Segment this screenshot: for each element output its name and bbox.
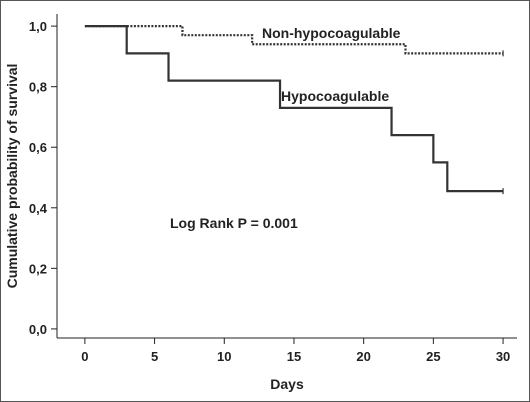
y-tick-label: 0,0 <box>29 322 47 337</box>
y-ticks: 0,0 0,2 0,4 0,6 0,8 1,0 <box>29 19 57 337</box>
y-tick-label: 1,0 <box>29 19 47 34</box>
log-rank-annotation: Log Rank P = 0.001 <box>170 215 298 231</box>
series-line-non-hypocoagulable <box>84 25 504 55</box>
x-ticks: 0 5 10 15 20 25 30 <box>81 338 510 364</box>
x-tick-label: 15 <box>287 349 301 364</box>
series-line-hypocoagulable <box>84 25 504 193</box>
x-tick-label: 30 <box>496 349 510 364</box>
axes <box>56 14 517 339</box>
x-tick-label: 10 <box>217 349 231 364</box>
x-tick-label: 5 <box>151 349 158 364</box>
y-tick-label: 0,6 <box>29 140 47 155</box>
y-tick-label: 0,2 <box>29 261 47 276</box>
series-group <box>84 25 504 195</box>
x-tick-label: 0 <box>81 349 88 364</box>
series-label-hypocoagulable: Hypocoagulable <box>281 88 389 104</box>
y-axis-title: Cumulative probability of survival <box>4 64 20 289</box>
x-axis-title: Days <box>270 376 304 392</box>
y-tick-label: 0,8 <box>29 80 47 95</box>
x-tick-label: 25 <box>426 349 440 364</box>
x-tick-label: 20 <box>356 349 370 364</box>
y-tick-label: 0,4 <box>29 201 48 216</box>
series-label-non-hypocoagulable: Non-hypocoagulable <box>262 25 401 41</box>
